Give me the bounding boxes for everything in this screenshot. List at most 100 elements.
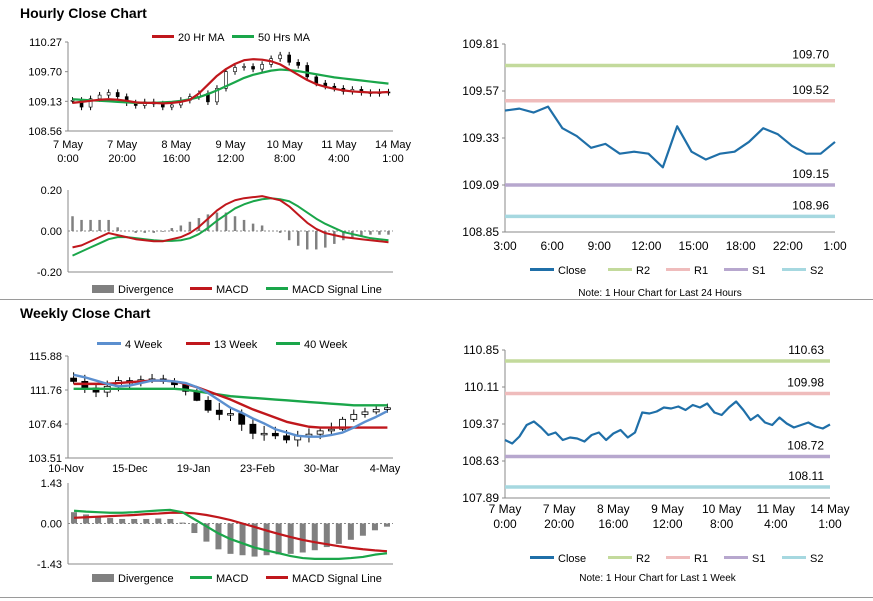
hourly-price-xtick-date: 11 May bbox=[321, 139, 357, 151]
hourly-legend-ma50-label: 50 Hrs MA bbox=[258, 32, 311, 44]
hourly-macd-legend-divergence-label: Divergence bbox=[118, 284, 174, 296]
weekly-macd-divergence-bar bbox=[251, 523, 258, 557]
bottom-divider bbox=[0, 597, 873, 598]
weekly-macd-divergence-bar bbox=[299, 523, 306, 553]
hourly-price-xtick-date: 8 May bbox=[161, 139, 191, 151]
weekly-macd-divergence-bar bbox=[203, 523, 210, 542]
hourly-pivot-note: Note: 1 Hour Chart for Last 24 Hours bbox=[578, 288, 741, 299]
weekly-pivot-legend-s2-label: S2 bbox=[810, 553, 823, 565]
weekly-macd-divergence-bar bbox=[275, 523, 282, 555]
weekly-pivot-legend-r2-swatch bbox=[608, 556, 632, 559]
weekly-pivot-xtick-date: 8 May bbox=[597, 502, 630, 516]
weekly-pivot-xtick-time: 16:00 bbox=[598, 517, 628, 531]
hourly-legend-ma20-swatch bbox=[152, 35, 174, 38]
weekly-macd-line bbox=[73, 508, 388, 561]
hourly-candle-body bbox=[314, 76, 319, 84]
weekly-pivot-xtick-time: 8:00 bbox=[710, 517, 734, 531]
weekly-section-title: Weekly Close Chart bbox=[20, 305, 151, 321]
hourly-pivot-ytick: 109.33 bbox=[462, 131, 499, 145]
weekly-pivot-xtick-date: 14 May bbox=[810, 502, 849, 516]
hourly-price-ytick: 110.27 bbox=[29, 37, 62, 49]
weekly-candle-body bbox=[70, 377, 78, 382]
hourly-candle-body bbox=[170, 104, 174, 108]
weekly-legend-13week-label: 13 Week bbox=[214, 339, 258, 351]
hourly-macd-legend-signal-swatch bbox=[266, 287, 288, 290]
weekly-pivot-xtick-date: 10 May bbox=[702, 502, 741, 516]
hourly-price-xtick-time: 0:00 bbox=[57, 153, 78, 165]
weekly-pivot-xtick-date: 9 May bbox=[651, 502, 684, 516]
weekly-legend-4week-swatch bbox=[97, 342, 121, 345]
weekly-pivot-xtick-time: 1:00 bbox=[818, 517, 842, 531]
hourly-macd-legend-macd-label: MACD bbox=[216, 284, 248, 296]
hourly-legend-ma50-swatch bbox=[232, 35, 254, 38]
hourly-pivot-xtick: 12:00 bbox=[631, 239, 661, 253]
weekly-macd-divergence-bar bbox=[131, 518, 138, 524]
hourly-pivot-ytick: 109.81 bbox=[462, 37, 499, 51]
weekly-pivot-xtick-time: 20:00 bbox=[544, 517, 574, 531]
hourly-price-xtick-date: 10 May bbox=[267, 139, 304, 151]
weekly-pivot-ytick: 108.63 bbox=[462, 454, 499, 468]
weekly-macd-divergence-bar bbox=[167, 518, 174, 524]
weekly-candle-body bbox=[283, 435, 290, 441]
weekly-legend-4week-label: 4 Week bbox=[125, 339, 163, 351]
weekly-pivot-xtick-time: 12:00 bbox=[652, 517, 682, 531]
hourly-ma20-line bbox=[72, 58, 389, 105]
hourly-pivot-close-line bbox=[504, 105, 836, 169]
weekly-pivot-level-r2-label: 110.63 bbox=[788, 343, 824, 357]
weekly-price-ytick: 103.51 bbox=[28, 453, 62, 465]
weekly-macd-divergence-bar bbox=[335, 523, 342, 544]
hourly-candle-body bbox=[88, 98, 93, 108]
weekly-pivot-level-r1-label: 109.98 bbox=[787, 376, 824, 390]
hourly-pivot-legend-r1-swatch bbox=[666, 268, 690, 271]
hourly-section-title: Hourly Close Chart bbox=[20, 5, 147, 21]
weekly-macd-divergence-bar bbox=[83, 514, 90, 524]
hourly-price-xtick-date: 7 May bbox=[53, 139, 83, 151]
weekly-macd-ytick: 0.00 bbox=[41, 519, 62, 531]
weekly-pivot-xtick-date: 7 May bbox=[543, 502, 576, 516]
hourly-pivot-xtick: 1:00 bbox=[823, 239, 847, 253]
hourly-candle-body bbox=[287, 54, 291, 63]
weekly-macd-legend-signal-label: MACD Signal Line bbox=[292, 573, 382, 585]
weekly-pivot-legend-s1-label: S1 bbox=[752, 553, 765, 565]
weekly-candle-body bbox=[383, 407, 391, 410]
hourly-price-ytick: 109.13 bbox=[28, 96, 62, 108]
weekly-ma13-line bbox=[73, 379, 388, 429]
hourly-pivot-level-r2-label: 109.70 bbox=[792, 48, 829, 62]
weekly-legend-40week-label: 40 Week bbox=[304, 339, 348, 351]
weekly-candle-body bbox=[249, 423, 257, 434]
weekly-candle-body bbox=[215, 409, 223, 415]
weekly-macd-divergence-bar bbox=[263, 523, 270, 556]
weekly-macd-divergence-bar bbox=[383, 523, 390, 527]
hourly-candle-body bbox=[296, 61, 301, 66]
hourly-candle-body bbox=[278, 54, 282, 59]
weekly-pivot-ytick: 110.11 bbox=[464, 380, 499, 394]
hourly-price-xtick-date: 7 May bbox=[107, 139, 137, 151]
weekly-macd-divergence-bar bbox=[191, 523, 198, 534]
hourly-candle-body bbox=[260, 64, 264, 70]
weekly-candle-body bbox=[271, 432, 279, 437]
weekly-candle-body bbox=[361, 411, 369, 415]
weekly-pivot-level-s2-label: 108.11 bbox=[788, 469, 824, 483]
hourly-pivot-ytick: 108.85 bbox=[462, 225, 499, 239]
weekly-pivot-note: Note: 1 Hour Chart for Last 1 Week bbox=[579, 573, 737, 584]
hourly-pivot-legend-close-label: Close bbox=[558, 265, 586, 277]
weekly-macd-divergence-bar bbox=[311, 523, 318, 551]
weekly-pivot-legend-r1-swatch bbox=[666, 556, 690, 559]
hourly-pivot-legend-s2-swatch bbox=[782, 268, 806, 271]
weekly-macd-legend-divergence-label: Divergence bbox=[118, 573, 174, 585]
weekly-pivot-xtick-date: 11 May bbox=[757, 502, 795, 516]
weekly-candle-body bbox=[350, 413, 358, 420]
section-divider bbox=[0, 299, 873, 300]
weekly-pivot-ytick: 107.89 bbox=[462, 491, 499, 505]
hourly-pivot-ytick: 109.09 bbox=[462, 178, 499, 192]
weekly-price-ytick: 107.64 bbox=[28, 419, 62, 431]
weekly-candle-body bbox=[327, 428, 335, 432]
hourly-pivot-xtick: 15:00 bbox=[679, 239, 709, 253]
weekly-price-ytick: 115.88 bbox=[29, 351, 62, 363]
weekly-ma4-line bbox=[73, 373, 388, 438]
hourly-candle-body bbox=[115, 92, 120, 97]
hourly-candle-body bbox=[106, 92, 111, 96]
weekly-candle-body bbox=[316, 430, 324, 435]
hourly-macd-signal-line bbox=[72, 197, 389, 257]
weekly-macd-divergence-bar bbox=[215, 523, 222, 550]
